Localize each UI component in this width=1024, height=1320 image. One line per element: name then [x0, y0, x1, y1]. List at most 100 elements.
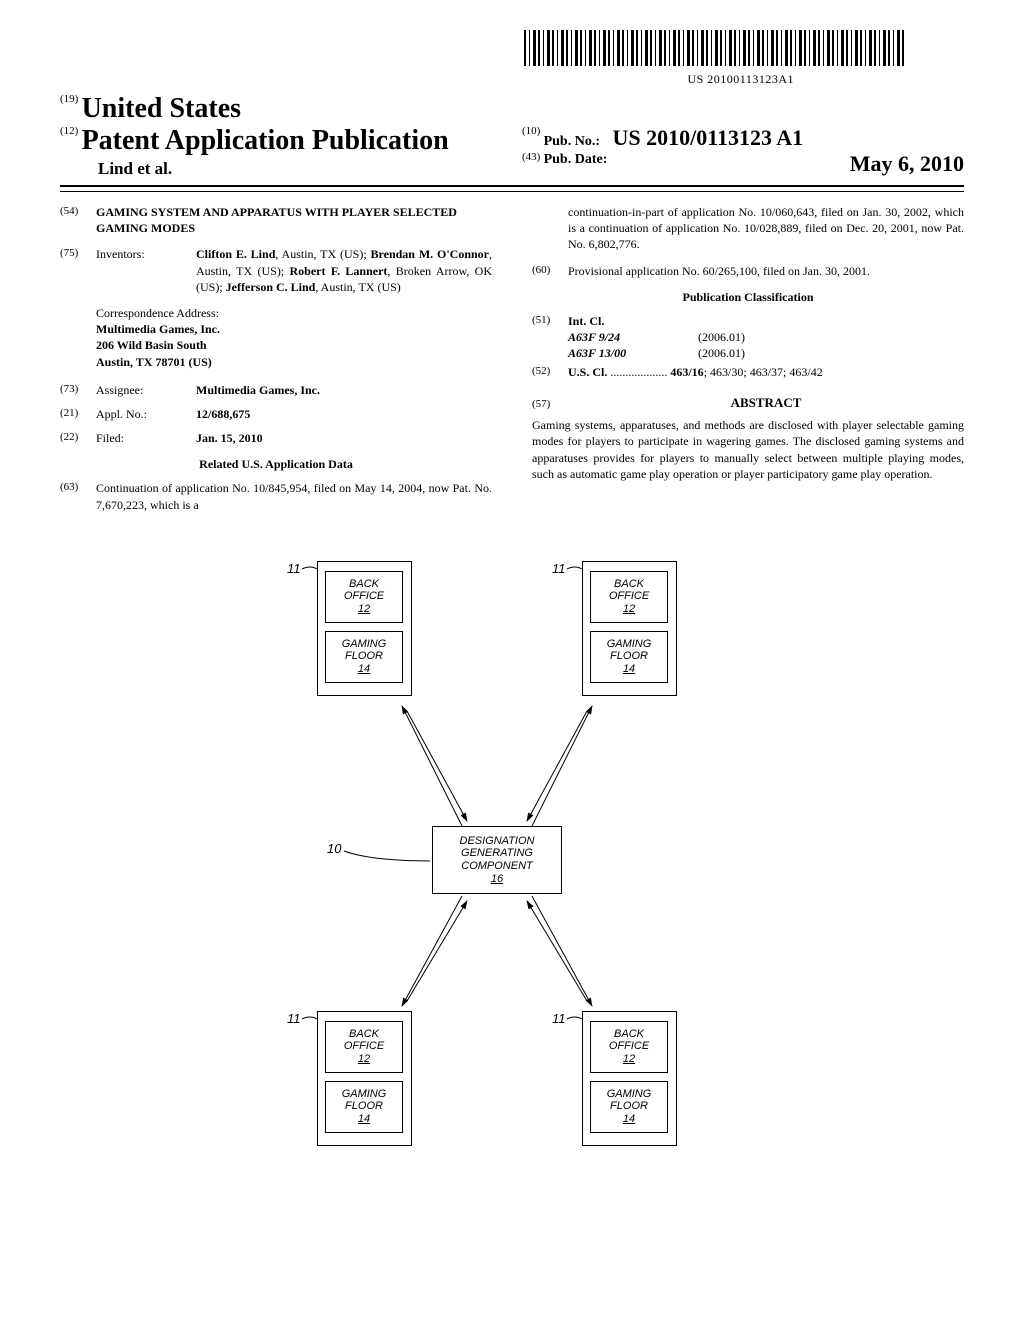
intcl-2-code: A63F 13/00 [568, 345, 698, 361]
country-code-num: (19) [60, 93, 78, 105]
gamingfloor-num-tr: 14 [623, 663, 635, 675]
continuation-text-cont: continuation-in-part of application No. … [532, 204, 964, 253]
barcode-region: US 20100113123A1 [60, 30, 964, 87]
backoffice-num-tr: 12 [623, 603, 635, 615]
pubdate-label: Pub. Date: [544, 152, 608, 167]
inventors-label: Inventors: [96, 246, 196, 295]
center-l3: COMPONENT [461, 860, 533, 872]
gamingfloor-num-br: 14 [623, 1113, 635, 1125]
field-21-num: (21) [60, 406, 96, 422]
uscl-label: U.S. Cl. [568, 365, 607, 379]
abstract-text: Gaming systems, apparatuses, and methods… [532, 417, 964, 482]
abstract-heading: ABSTRACT [568, 394, 964, 412]
figure-container: BACK OFFICE 12 GAMING FLOOR 14 11 BACK O… [60, 551, 964, 1191]
related-data-heading: Related U.S. Application Data [60, 456, 492, 472]
kind-code-num: (12) [60, 125, 78, 137]
invention-title: GAMING SYSTEM AND APPARATUS WITH PLAYER … [96, 204, 492, 236]
ref-11-tl: 11 [287, 561, 301, 576]
inventor-4-name: Jefferson C. Lind [226, 280, 316, 294]
barcode-number: US 20100113123A1 [60, 72, 904, 87]
country-name: United States [82, 93, 241, 124]
pubno-code-num: (10) [522, 125, 540, 137]
backoffice-num-br: 12 [623, 1053, 635, 1065]
field-51-num: (51) [532, 313, 568, 362]
inventor-2-name: Brendan M. O'Connor [371, 247, 489, 261]
center-num: 16 [491, 873, 503, 885]
intcl-2-version: (2006.01) [698, 345, 745, 361]
gamingfloor-label-br: GAMING FLOOR [607, 1088, 652, 1113]
barcode-graphic [524, 30, 904, 66]
pubdate-code-num: (43) [522, 151, 540, 163]
backoffice-label-tl: BACK OFFICE [344, 578, 384, 603]
header-rule-thick [60, 185, 964, 187]
center-l1: DESIGNATION [460, 835, 535, 847]
left-column: (54) GAMING SYSTEM AND APPARATUS WITH PL… [60, 204, 492, 521]
gamingfloor-label-tl: GAMING FLOOR [342, 638, 387, 663]
node-top-left-gamingfloor: GAMING FLOOR 14 [325, 631, 403, 683]
correspondence-line1: Multimedia Games, Inc. [96, 321, 492, 337]
node-center: DESIGNATION GENERATING COMPONENT 16 [432, 826, 562, 895]
pubno-value: US 2010/0113123 A1 [612, 125, 803, 150]
backoffice-label-tr: BACK OFFICE [609, 578, 649, 603]
continuation-text: Continuation of application No. 10/845,9… [96, 480, 492, 512]
intcl-1-version: (2006.01) [698, 329, 745, 345]
assignee-value: Multimedia Games, Inc. [196, 382, 492, 398]
uscl-rest: ; 463/30; 463/37; 463/42 [704, 365, 823, 379]
field-54-num: (54) [60, 204, 96, 236]
biblio-columns: (54) GAMING SYSTEM AND APPARATUS WITH PL… [60, 204, 964, 521]
applno-label: Appl. No.: [96, 406, 196, 422]
backoffice-num-tl: 12 [358, 603, 370, 615]
node-bottom-right-gamingfloor: GAMING FLOOR 14 [590, 1081, 668, 1133]
backoffice-label-bl: BACK OFFICE [344, 1028, 384, 1053]
uscl-dots: ................... [607, 365, 670, 379]
system-diagram: BACK OFFICE 12 GAMING FLOOR 14 11 BACK O… [232, 551, 792, 1191]
field-63-num: (63) [60, 480, 96, 512]
uscl-main: 463/16 [670, 365, 703, 379]
inventor-1-rest: , Austin, TX (US); [275, 247, 370, 261]
ref-11-tr: 11 [552, 561, 566, 576]
backoffice-label-br: BACK OFFICE [609, 1028, 649, 1053]
correspondence-line3: Austin, TX 78701 (US) [96, 354, 492, 370]
gamingfloor-label-bl: GAMING FLOOR [342, 1088, 387, 1113]
backoffice-num-bl: 12 [358, 1053, 370, 1065]
inventor-4-rest: , Austin, TX (US) [315, 280, 400, 294]
pubdate-value: May 6, 2010 [850, 151, 964, 177]
pubno-label: Pub. No.: [544, 134, 600, 149]
gamingfloor-num-tl: 14 [358, 663, 370, 675]
node-top-right-backoffice: BACK OFFICE 12 [590, 571, 668, 623]
ref-11-br: 11 [552, 1011, 566, 1026]
applno-value: 12/688,675 [196, 406, 492, 422]
node-bottom-left-gamingfloor: GAMING FLOOR 14 [325, 1081, 403, 1133]
header-rule-thin [60, 191, 964, 192]
provisional-text: Provisional application No. 60/265,100, … [568, 263, 964, 279]
filed-label: Filed: [96, 430, 196, 446]
right-column: continuation-in-part of application No. … [532, 204, 964, 521]
field-52-num: (52) [532, 364, 568, 380]
gamingfloor-label-tr: GAMING FLOOR [607, 638, 652, 663]
gamingfloor-num-bl: 14 [358, 1113, 370, 1125]
node-bottom-left-backoffice: BACK OFFICE 12 [325, 1021, 403, 1073]
assignee-label: Assignee: [96, 382, 196, 398]
node-top-left-backoffice: BACK OFFICE 12 [325, 571, 403, 623]
intcl-1-code: A63F 9/24 [568, 329, 698, 345]
inventors-value: Clifton E. Lind, Austin, TX (US); Brenda… [196, 246, 492, 295]
node-top-right-gamingfloor: GAMING FLOOR 14 [590, 631, 668, 683]
field-57-num: (57) [532, 397, 568, 412]
intcl-label: Int. Cl. [568, 313, 964, 329]
publication-kind: Patent Application Publication [82, 125, 449, 156]
correspondence-address: Correspondence Address: Multimedia Games… [96, 305, 492, 370]
correspondence-label: Correspondence Address: [96, 305, 492, 321]
ref-11-bl: 11 [287, 1011, 301, 1026]
inventor-3-name: Robert F. Lannert [290, 264, 388, 278]
field-22-num: (22) [60, 430, 96, 446]
correspondence-line2: 206 Wild Basin South [96, 337, 492, 353]
field-75-num: (75) [60, 246, 96, 295]
author-names: Lind et al. [98, 159, 502, 179]
pub-classification-heading: Publication Classification [532, 289, 964, 305]
filed-value: Jan. 15, 2010 [196, 430, 492, 446]
center-l2: GENERATING [461, 847, 533, 859]
field-60-num: (60) [532, 263, 568, 279]
inventor-1-name: Clifton E. Lind [196, 247, 275, 261]
document-header: (19) United States (12) Patent Applicati… [60, 93, 964, 179]
node-bottom-right-backoffice: BACK OFFICE 12 [590, 1021, 668, 1073]
